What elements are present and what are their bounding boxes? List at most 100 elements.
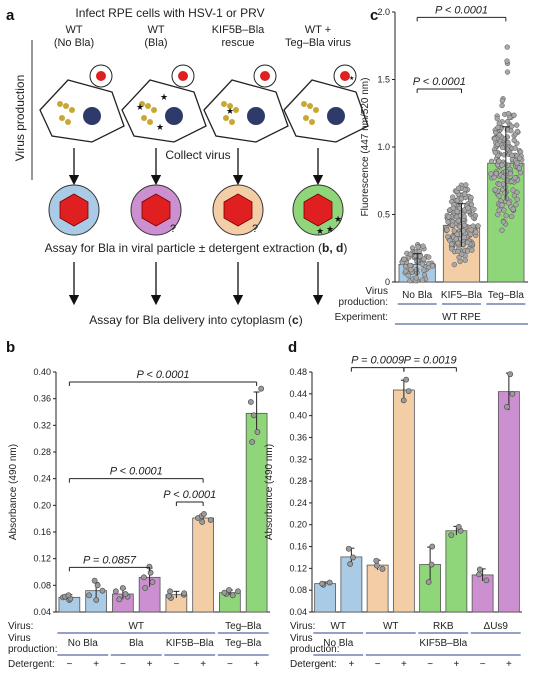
b-footer-virus-group: WT: [128, 621, 144, 632]
c-data-point: [458, 196, 465, 202]
assay-bla-particle-refs: b, d: [322, 241, 343, 255]
cell-illustration-4: ★: [283, 64, 369, 143]
c-data-point: [453, 236, 459, 242]
d-bar: [366, 564, 389, 613]
c-data-point: [509, 123, 515, 130]
c-data-point: [469, 247, 475, 253]
cell-illustration-3: ★: [203, 64, 289, 143]
c-x-category-label: KIF5–Bla: [441, 290, 483, 301]
c-data-point: [462, 191, 468, 197]
c-data-point: [510, 187, 516, 193]
c-data-point: [496, 193, 502, 199]
particle-2-question: ?: [170, 223, 176, 235]
d-footer-production-group: KIF5B–Bla: [419, 638, 467, 649]
d-y-tick-label: 0.32: [289, 454, 307, 464]
chart-panel-c: 0 0.5 1.0 1.5 2.0 Fluorescence (447 nm/520 nm…: [335, 4, 528, 325]
b-data-point: [93, 597, 100, 603]
c-data-point: [421, 256, 427, 262]
c-data-point: [413, 275, 419, 281]
c-data-point: [513, 202, 519, 208]
condition-2-line2: (Bla): [144, 37, 167, 49]
d-footer-detergent-sign: +: [453, 659, 459, 670]
c-data-point: [473, 229, 479, 235]
assay-delivery-suffix: ): [299, 313, 303, 327]
d-bracket-2-label: P = 0.0019: [404, 355, 457, 367]
c-data-point: [492, 187, 498, 193]
c-data-point: [460, 228, 466, 234]
c-data-point: [457, 212, 464, 219]
d-data-point: [504, 404, 510, 410]
d-data-point: [509, 390, 516, 397]
c-data-point: [451, 261, 457, 268]
assay-delivery-ref: c: [292, 313, 299, 327]
svg-text:★: ★: [349, 75, 354, 82]
c-data-point: [401, 256, 407, 262]
chart-panel-b: 0.04 0.08 0.12 0.16 0.20 0.24 0.28 0.32 0.36 0.40…: [8, 367, 270, 670]
condition-1-line1: WT: [65, 24, 82, 36]
c-data-point: [429, 263, 436, 269]
b-data-point: [65, 592, 72, 599]
c-data-point: [419, 261, 426, 267]
c-data-point: [405, 272, 411, 279]
b-bracket-3-label: P < 0.0001: [163, 489, 216, 501]
d-y-tick-label: 0.04: [289, 607, 307, 617]
c-data-point: [463, 182, 469, 188]
b-footer-detergent-sign: +: [93, 659, 99, 670]
c-data-point: [514, 160, 520, 166]
c-data-point: [420, 243, 426, 249]
b-data-point: [249, 439, 256, 445]
c-data-point: [504, 58, 510, 64]
c-data-point: [501, 207, 507, 213]
c-data-point: [511, 137, 517, 143]
c-data-point: [455, 185, 462, 191]
c-data-point: [499, 162, 505, 168]
c-data-point: [455, 218, 461, 224]
c-y-tick-label: 1.5: [377, 75, 390, 85]
b-footer-detergent-sign: +: [200, 659, 206, 670]
c-data-point: [508, 213, 515, 220]
b-footer-detergent-sign: −: [120, 659, 126, 670]
d-data-point: [507, 371, 514, 378]
c-x-category-label: No Bla: [402, 290, 432, 301]
condition-4-line2: Teg–Bla virus: [285, 37, 352, 49]
c-data-point: [512, 145, 518, 151]
b-data-point: [141, 574, 147, 581]
c-y-tick-label: 1.0: [377, 142, 390, 152]
c-data-point: [471, 206, 477, 212]
d-bar: [497, 391, 520, 613]
b-data-point: [116, 596, 123, 603]
c-data-point: [511, 112, 517, 118]
b-footer-production-group: KIF5B–Bla: [166, 638, 214, 649]
c-data-point: [445, 234, 451, 240]
c-footer-experiment-label: Experiment:: [335, 312, 388, 323]
c-data-point: [444, 227, 450, 233]
b-footer-detergent-sign: −: [66, 659, 72, 670]
d-data-point: [379, 566, 386, 572]
b-data-point: [142, 585, 149, 591]
c-data-point: [468, 227, 474, 233]
d-bar: [445, 530, 468, 613]
cell-illustration-2: ★ ★ ★: [121, 64, 207, 143]
c-data-point: [514, 122, 520, 128]
d-data-point: [428, 561, 435, 568]
c-data-point: [496, 181, 503, 187]
c-data-point: [505, 111, 512, 117]
c-data-point: [500, 219, 507, 225]
c-data-point: [499, 97, 506, 104]
d-footer-virus-label: Virus:: [290, 621, 315, 632]
c-data-point: [465, 239, 471, 246]
c-data-point: [488, 171, 494, 177]
c-data-point: [499, 102, 505, 109]
virus-production-side-label: Virus production: [13, 75, 27, 162]
c-data-point: [496, 158, 502, 164]
d-data-point: [373, 562, 380, 569]
c-data-point: [467, 231, 474, 237]
c-data-point: [514, 128, 521, 135]
b-footer-production-group: No Bla: [68, 638, 98, 649]
assay-bla-particle-label: Assay for Bla in viral particle ± deterg…: [45, 241, 348, 255]
condition-3-line1: KIF5B–Bla: [212, 24, 265, 36]
d-y-tick-label: 0.28: [289, 476, 307, 486]
d-data-point: [403, 376, 410, 383]
b-data-point: [122, 591, 129, 597]
c-data-point: [413, 253, 419, 259]
